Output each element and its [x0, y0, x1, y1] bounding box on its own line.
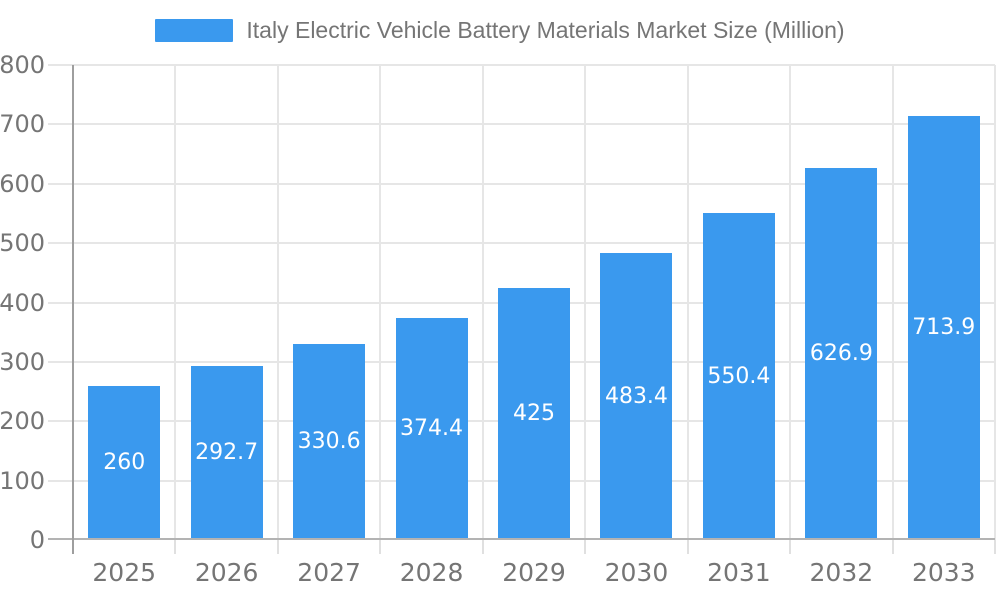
bar-value-label: 626.9 [809, 341, 873, 366]
bar-2028[interactable] [395, 318, 468, 540]
legend-label: Italy Electric Vehicle Battery Materials… [246, 17, 845, 44]
x-axis-tick [686, 540, 689, 554]
gridline-v [481, 65, 484, 540]
x-axis-tick [379, 540, 382, 554]
gridline-v [276, 65, 279, 540]
bar-2025[interactable] [88, 386, 161, 540]
x-axis-tick [584, 540, 587, 554]
gridline-v [584, 65, 587, 540]
x-tick-label: 2026 [194, 558, 259, 587]
bar-2027[interactable] [293, 344, 366, 540]
y-tick-label: 600 [0, 169, 45, 198]
x-axis-tick [481, 540, 484, 554]
legend: Italy Electric Vehicle Battery Materials… [0, 14, 1000, 48]
gridline-v [174, 65, 177, 540]
plot-area: 260 292.7 330.6 374.4 425 483.4 550.4 626.9 713.… [48, 64, 996, 554]
gridline-h [48, 64, 995, 66]
bar-2033[interactable] [907, 116, 980, 540]
bar-value-label: 374.4 [400, 416, 464, 441]
x-axis-tick [994, 540, 996, 554]
x-axis-labels: 2025 2026 2027 2028 2029 2030 2031 2032 2033 [73, 540, 995, 590]
y-tick-label: 500 [0, 229, 45, 258]
y-tick-label: 300 [0, 347, 45, 376]
bar-2031[interactable] [702, 213, 775, 540]
gridline-v [379, 65, 382, 540]
gridline-v [891, 65, 894, 540]
y-tick-label: 100 [0, 466, 45, 495]
y-axis-line [72, 65, 74, 554]
x-tick-label: 2032 [809, 558, 874, 587]
x-tick-label: 2031 [707, 558, 771, 587]
gridline-v [686, 65, 689, 540]
bar-value-label: 550.4 [707, 363, 771, 389]
y-axis-labels: 0 100 200 300 400 500 600 700 800 [0, 53, 45, 552]
bar-value-label: 260 [103, 450, 146, 475]
y-tick-label: 200 [0, 407, 45, 436]
x-axis-tick [891, 540, 894, 554]
bar-value-label: 292.7 [195, 440, 259, 465]
x-tick-label: 2029 [502, 558, 566, 587]
legend-item[interactable]: Italy Electric Vehicle Battery Materials… [155, 17, 845, 44]
bar-value-label: 713.9 [912, 315, 976, 340]
x-tick-label: 2027 [297, 558, 361, 587]
x-tick-label: 2030 [604, 558, 669, 587]
bar-2032[interactable] [805, 168, 878, 540]
x-tick-label: 2025 [92, 558, 157, 587]
bar-2029[interactable] [498, 288, 570, 540]
x-tick-label: 2033 [911, 558, 976, 587]
gridline-v [994, 65, 996, 540]
bar-2030[interactable] [600, 253, 673, 540]
bar-2026[interactable] [190, 366, 263, 540]
x-axis-tick [789, 540, 792, 554]
y-tick-label: 0 [29, 526, 45, 554]
gridline-h [48, 123, 995, 126]
x-axis-tick [276, 540, 279, 554]
gridline-h [48, 242, 995, 245]
bar-value-label: 425 [513, 401, 555, 426]
y-tick-label: 800 [0, 51, 45, 79]
y-tick-label: 700 [0, 110, 45, 139]
gridline-v [789, 65, 792, 540]
x-tick-label: 2028 [399, 558, 464, 587]
gridline-h [48, 182, 995, 185]
legend-swatch [155, 19, 234, 43]
y-tick-label: 400 [0, 288, 45, 317]
bar-value-label: 330.6 [297, 429, 361, 454]
bar-value-label: 483.4 [604, 383, 668, 409]
x-axis-line [48, 538, 995, 540]
x-axis-tick [174, 540, 177, 554]
